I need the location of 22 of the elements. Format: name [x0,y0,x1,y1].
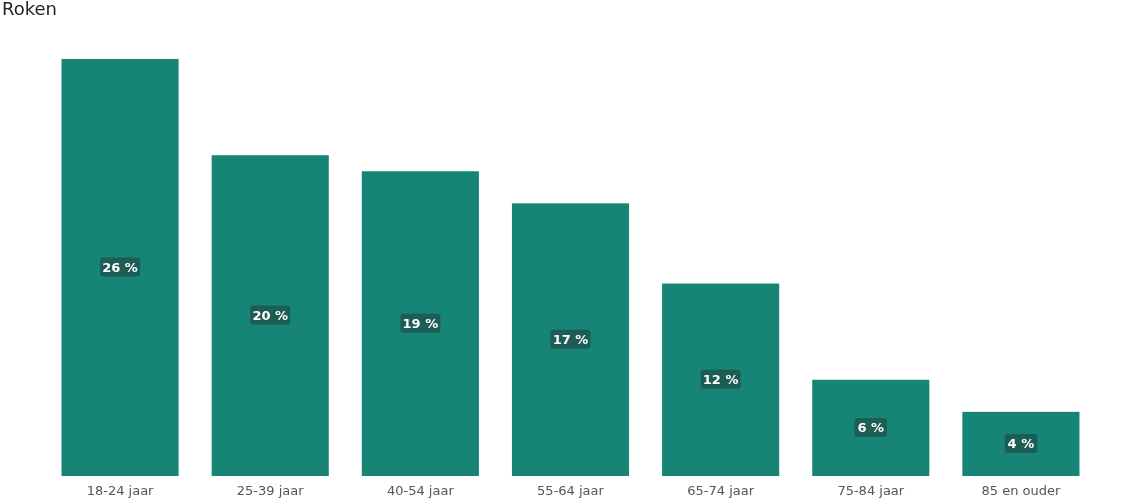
bar [511,203,630,476]
x-tick-label: 40-54 jaar [386,483,455,498]
bar [962,411,1080,476]
bar [61,59,179,476]
data-label: 4 % [1007,436,1035,452]
bar [361,171,479,476]
x-tick-label: 65-74 jaar [687,483,755,498]
data-label: 6 % [857,420,885,436]
data-label: 12 % [702,372,739,388]
x-tick-label: 18-24 jaar [86,483,155,498]
x-tick-label: 85 en ouder [981,483,1061,498]
data-label: 17 % [552,332,589,348]
chart-title: Roken [2,0,57,19]
bar [211,155,329,476]
x-tick-label: 25-39 jaar [236,483,305,498]
data-label: 20 % [252,308,289,324]
bar [662,283,780,476]
x-tick-label: 55-64 jaar [537,483,605,498]
data-label: 19 % [402,316,439,332]
data-label: 26 % [102,260,138,276]
x-tick-label: 75-84 jaar [837,483,905,498]
bar [812,379,930,476]
